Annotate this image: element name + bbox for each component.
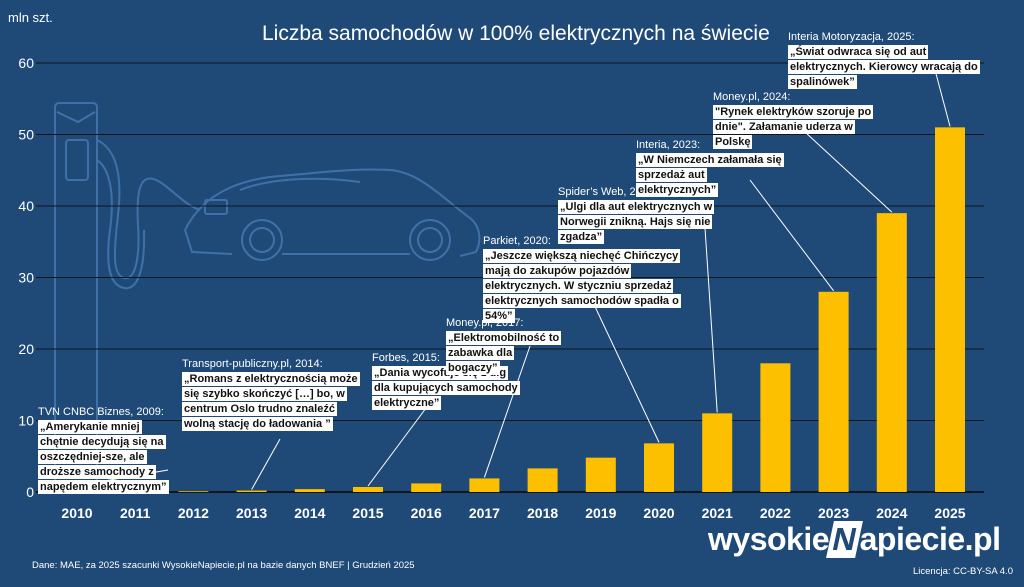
bar-series: [62, 127, 965, 493]
annotation-quote: „Świat odwraca się od aut elektrycznych.…: [788, 45, 980, 89]
annotation-2020: Parkiet, 2020: „Jeszcze większą niechęć C…: [483, 234, 681, 324]
annotation-source: Parkiet, 2020:: [483, 235, 551, 247]
bar-2022: [760, 363, 791, 492]
annotation-quote: „W Niemczech załamała się sprzedaż aut e…: [636, 153, 784, 197]
bar-2019: [585, 457, 616, 492]
annotation-source: Money.pl, 2024:: [713, 91, 791, 103]
x-tick-labels: 2010 2011 2012 2013 2014 2015 2016 2017 2018 2019…: [61, 505, 965, 521]
bar-2023: [818, 291, 849, 492]
leader-line-2013: [251, 438, 281, 490]
annotation-source: Forbes, 2015:: [372, 352, 440, 364]
x-tick-label: 2021: [702, 505, 733, 521]
brand-logo-part1: wysokie: [708, 521, 830, 557]
bar-2012: [178, 491, 209, 493]
annotation-quote: „Elektromobilność to zabawka dla bogaczy…: [446, 331, 562, 375]
annotation-source: Transport-publiczny.pl, 2014:: [182, 358, 323, 370]
y-tick-label: 40: [18, 198, 34, 214]
annotation-quote: „Jeszcze większą niechęć Chińczycy mają …: [483, 249, 681, 323]
bar-2021: [702, 413, 733, 492]
bar-2020: [644, 443, 674, 492]
leader-line-2017: [483, 345, 531, 478]
annotation-2021: Spider’s Web, 2021: „Ulgi dla aut elektry…: [558, 185, 748, 245]
x-tick-label: 2023: [818, 505, 849, 521]
y-tick-label: 50: [18, 127, 34, 143]
brand-logo: wysokieNapiecie.pl: [708, 521, 1001, 558]
leader-line-2023: [749, 179, 834, 292]
annotation-2023: Interia, 2023: „W Niemczech załamała się …: [636, 138, 786, 198]
chart-title: Liczba samochodów w 100% elektrycznych n…: [262, 22, 770, 45]
annotation-quote: "Rynek elektryków szoruje po dnie". Zała…: [713, 105, 874, 149]
annotation-quote: „Ulgi dla aut elektrycznych w Norwegii z…: [558, 200, 715, 244]
bar-2013: [236, 490, 267, 492]
x-tick-label: 2017: [469, 505, 500, 521]
leader-line-2024: [804, 131, 893, 213]
x-tick-label: 2013: [236, 505, 267, 521]
leader-line-2015: [367, 399, 433, 487]
x-tick-label: 2024: [876, 505, 907, 521]
annotation-source: Interia Motoryzacja, 2025:: [788, 31, 915, 43]
annotation-2013: Transport-publiczny.pl, 2014: „Romans z e…: [182, 357, 367, 432]
license-note: Licencja: CC-BY-SA 4.0: [913, 566, 1013, 577]
bar-2025: [935, 127, 965, 492]
leader-line-2025: [934, 69, 951, 127]
brand-logo-part2: N: [826, 521, 863, 558]
bar-2017: [469, 478, 500, 492]
y-tick-labels: 0 10 20 30 40 50 60: [18, 55, 34, 500]
x-tick-label: 2016: [411, 505, 442, 521]
x-tick-label: 2010: [61, 505, 92, 521]
annotation-2025: Interia Motoryzacja, 2025: „Świat odwraca…: [788, 30, 998, 90]
x-tick-label: 2012: [178, 505, 209, 521]
x-tick-label: 2020: [643, 505, 674, 521]
annotation-2024: Money.pl, 2024: "Rynek elektryków szoruje…: [713, 90, 888, 150]
y-tick-label: 10: [18, 413, 34, 429]
bar-2015: [353, 486, 383, 492]
annotation-source: Interia, 2023:: [636, 139, 701, 151]
annotation-source: Spider’s Web, 2021:: [558, 186, 658, 198]
y-tick-label: 30: [18, 270, 34, 286]
x-tick-label: 2022: [760, 505, 791, 521]
y-tick-label: 60: [18, 55, 34, 71]
bar-2018: [527, 468, 558, 492]
annotation-source: TVN CNBC Biznes, 2009:: [38, 406, 164, 418]
leader-line-2021: [704, 227, 718, 413]
brand-logo-part3: apiecie.pl: [859, 521, 1001, 557]
x-tick-label: 2018: [527, 505, 558, 521]
x-tick-label: 2015: [352, 505, 383, 521]
x-tick-label: 2025: [934, 505, 965, 521]
data-source-note: Dane: MAE, za 2025 szacunki WysokieNapie…: [32, 560, 415, 571]
annotation-2010: TVN CNBC Biznes, 2009: „Amerykanie mniej …: [38, 405, 180, 495]
leader-line-2020: [589, 295, 660, 443]
x-tick-label: 2014: [294, 505, 325, 521]
x-tick-label: 2019: [585, 505, 616, 521]
bar-2024: [876, 213, 907, 492]
y-tick-label: 20: [18, 341, 34, 357]
x-tick-label: 2011: [120, 505, 151, 521]
bar-2016: [411, 483, 442, 492]
y-axis-unit-label: mln szt.: [8, 10, 53, 25]
annotation-2017: Money.pl, 2017: „Elektromobilność to zaba…: [446, 316, 563, 376]
bar-2014: [294, 489, 325, 492]
y-tick-label: 0: [26, 484, 34, 500]
annotation-quote: „Amerykanie mniej chętnie decydują się n…: [38, 420, 169, 494]
annotation-quote: „Romans z elektrycznością może się szybk…: [182, 372, 360, 431]
